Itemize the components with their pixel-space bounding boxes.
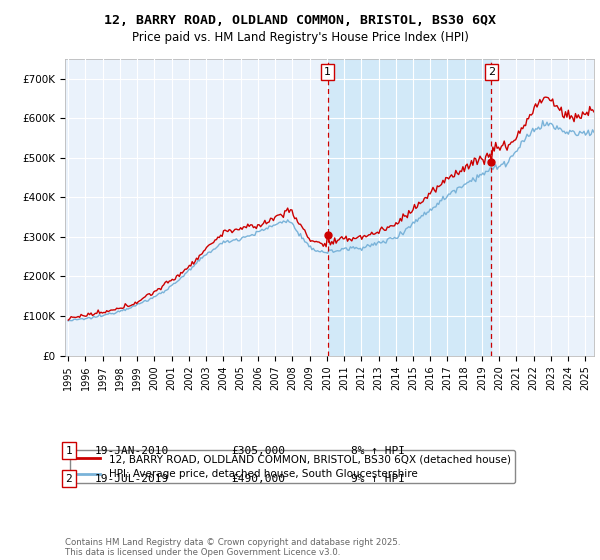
Text: 2: 2 <box>488 67 495 77</box>
Legend: 12, BARRY ROAD, OLDLAND COMMON, BRISTOL, BS30 6QX (detached house), HPI: Average: 12, BARRY ROAD, OLDLAND COMMON, BRISTOL,… <box>70 450 515 483</box>
Text: 12, BARRY ROAD, OLDLAND COMMON, BRISTOL, BS30 6QX: 12, BARRY ROAD, OLDLAND COMMON, BRISTOL,… <box>104 14 496 27</box>
Text: 1: 1 <box>324 67 331 77</box>
Text: 19-JAN-2010: 19-JAN-2010 <box>95 446 169 456</box>
Text: 9% ↑ HPI: 9% ↑ HPI <box>351 474 405 484</box>
Text: £490,000: £490,000 <box>231 474 285 484</box>
Text: Contains HM Land Registry data © Crown copyright and database right 2025.
This d: Contains HM Land Registry data © Crown c… <box>65 538 400 557</box>
Bar <box>328 59 491 356</box>
Text: 1: 1 <box>65 446 73 456</box>
Text: 2: 2 <box>65 474 73 484</box>
Text: 19-JUL-2019: 19-JUL-2019 <box>95 474 169 484</box>
Text: Price paid vs. HM Land Registry's House Price Index (HPI): Price paid vs. HM Land Registry's House … <box>131 31 469 44</box>
Text: £305,000: £305,000 <box>231 446 285 456</box>
Text: 8% ↑ HPI: 8% ↑ HPI <box>351 446 405 456</box>
